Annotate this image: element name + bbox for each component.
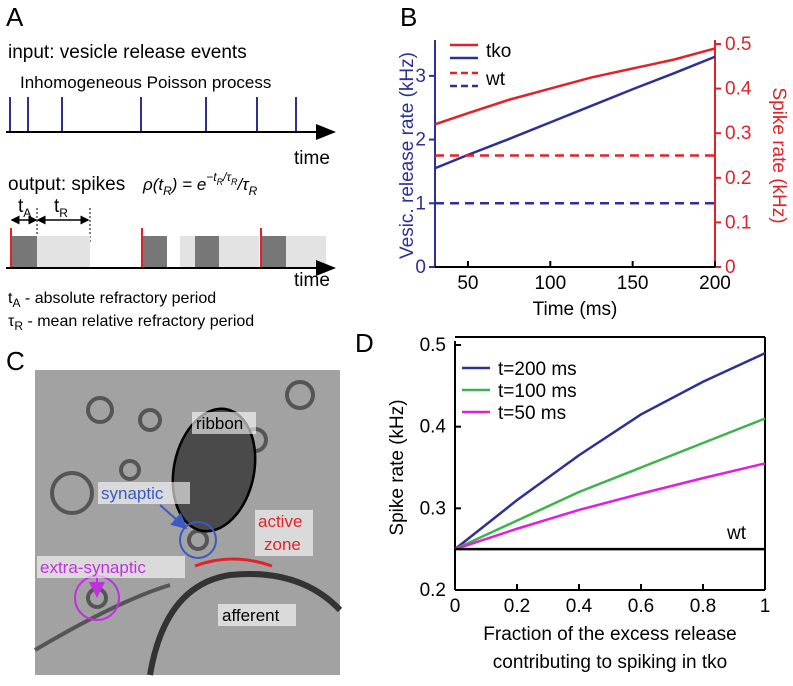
- process-label: Inhomogeneous Poisson process: [20, 73, 271, 92]
- spikes: [10, 228, 262, 268]
- active-zone-label: active: [258, 512, 302, 531]
- t: t: [54, 196, 60, 217]
- x-tick-label: 50: [457, 273, 478, 294]
- ta-label: tA: [18, 196, 31, 220]
- active-zone-arc: [194, 557, 273, 568]
- x-tick-label: 0.4: [566, 596, 593, 617]
- ribbon-label: ribbon: [196, 414, 243, 433]
- t: t: [18, 196, 24, 217]
- afferent-membrane: [147, 571, 343, 676]
- series-line: [434, 55, 716, 170]
- x-tick-label: 150: [617, 273, 649, 294]
- note: τR - mean relative refractory period: [8, 313, 254, 333]
- legend-label: t=50 ms: [498, 403, 566, 424]
- y-tick-label: 3: [415, 66, 426, 87]
- y2-tick-label: 0: [725, 257, 736, 278]
- input-label: input: vesicle release events: [8, 42, 247, 63]
- legend-label: tko: [486, 41, 511, 62]
- vesicles: [50, 380, 315, 609]
- y2-tick-label: 0.4: [725, 79, 752, 100]
- extra-synaptic-label: extra-synaptic: [40, 558, 146, 577]
- label-bg: [218, 604, 296, 626]
- f: R: [249, 184, 258, 198]
- inline-label: wt: [726, 523, 747, 544]
- label-bg: [192, 412, 256, 434]
- sub: A: [23, 206, 31, 220]
- output-label: output: spikes: [8, 174, 125, 195]
- time-label: time: [294, 270, 330, 291]
- x-tick-label: 0.6: [628, 596, 654, 617]
- arrow: [159, 504, 188, 530]
- f: /τ: [236, 175, 250, 194]
- panel-label: B: [400, 2, 417, 32]
- label-bg: [98, 482, 190, 504]
- series-line: [454, 462, 766, 551]
- sub: A: [12, 296, 20, 310]
- f: −t: [206, 170, 217, 184]
- note: tA - absolute refractory period: [8, 290, 216, 310]
- y-tick-label: 0.4: [420, 417, 447, 438]
- legend-label: t=200 ms: [498, 359, 577, 380]
- note-text: - absolute refractory period: [20, 290, 216, 307]
- panel-label: A: [6, 2, 24, 32]
- y2-tick-label: 0.3: [725, 123, 751, 144]
- f: R: [231, 177, 238, 187]
- y-axis-label: Spike rate (kHz): [387, 399, 408, 535]
- series-line: [454, 352, 766, 551]
- sub: R: [59, 206, 68, 220]
- y-tick-label: 1: [415, 193, 426, 214]
- legend-label: t=100 ms: [498, 381, 577, 402]
- x-tick-label: 100: [534, 273, 566, 294]
- x-tick-label: 200: [699, 273, 731, 294]
- f: /τ: [222, 170, 232, 184]
- y-tick-label: 2: [415, 130, 426, 151]
- t: t: [8, 290, 13, 307]
- label-bg: [255, 510, 313, 556]
- t: τ: [8, 313, 15, 330]
- time-label: time: [294, 148, 330, 169]
- formula: ρ(tR) = e−tR/τR/τR: [142, 170, 258, 198]
- legend-label: wt: [485, 69, 506, 90]
- panel-c: C ribbon synaptic active zone extra-syna…: [6, 346, 343, 676]
- synaptic-circle: [179, 521, 217, 559]
- f: R: [217, 177, 224, 187]
- series-line: [434, 47, 716, 126]
- y2-tick-label: 0.1: [725, 212, 751, 233]
- y-tick-label: 0.5: [420, 335, 446, 356]
- y-tick-label: 0: [415, 257, 426, 278]
- tr-label: tR: [54, 196, 68, 220]
- synaptic-label: synaptic: [101, 484, 164, 503]
- x-axis-label: Fraction of the excess release: [483, 624, 736, 645]
- x-axis-label: contributing to spiking in tko: [493, 652, 727, 673]
- y-tick-label: 0.2: [420, 580, 446, 601]
- panel-a: A input: vesicle release events Inhomoge…: [6, 2, 336, 333]
- y-tick-label: 0.3: [420, 498, 446, 519]
- x-tick-label: 1: [760, 596, 771, 617]
- active-zone-label: zone: [264, 535, 301, 554]
- x-tick-label: 0: [450, 596, 461, 617]
- y2-tick-label: 0.5: [725, 34, 751, 55]
- sub: R: [14, 319, 23, 333]
- membrane: [33, 583, 171, 652]
- x-tick-label: 0.8: [690, 596, 716, 617]
- series-line: [454, 417, 766, 551]
- label-bg: [37, 556, 185, 578]
- refractory-blocks: [12, 236, 326, 268]
- panel-label: C: [6, 346, 25, 376]
- f: ρ(t: [142, 175, 164, 194]
- ribbon-outline: [171, 407, 257, 533]
- f: R: [163, 184, 172, 198]
- release-events: [9, 97, 297, 132]
- y-axis-label: Vesic. release rate (kHz): [397, 52, 418, 259]
- y2-axis-label: Spike rate (kHz): [768, 87, 789, 223]
- f: ) = e: [170, 175, 207, 194]
- x-tick-label: 0.2: [504, 596, 530, 617]
- panel-label: D: [355, 328, 374, 358]
- afferent-label: afferent: [222, 606, 280, 625]
- x-axis-label: Time (ms): [533, 299, 618, 320]
- note-text: - mean relative refractory period: [23, 313, 254, 330]
- y2-tick-label: 0.2: [725, 168, 751, 189]
